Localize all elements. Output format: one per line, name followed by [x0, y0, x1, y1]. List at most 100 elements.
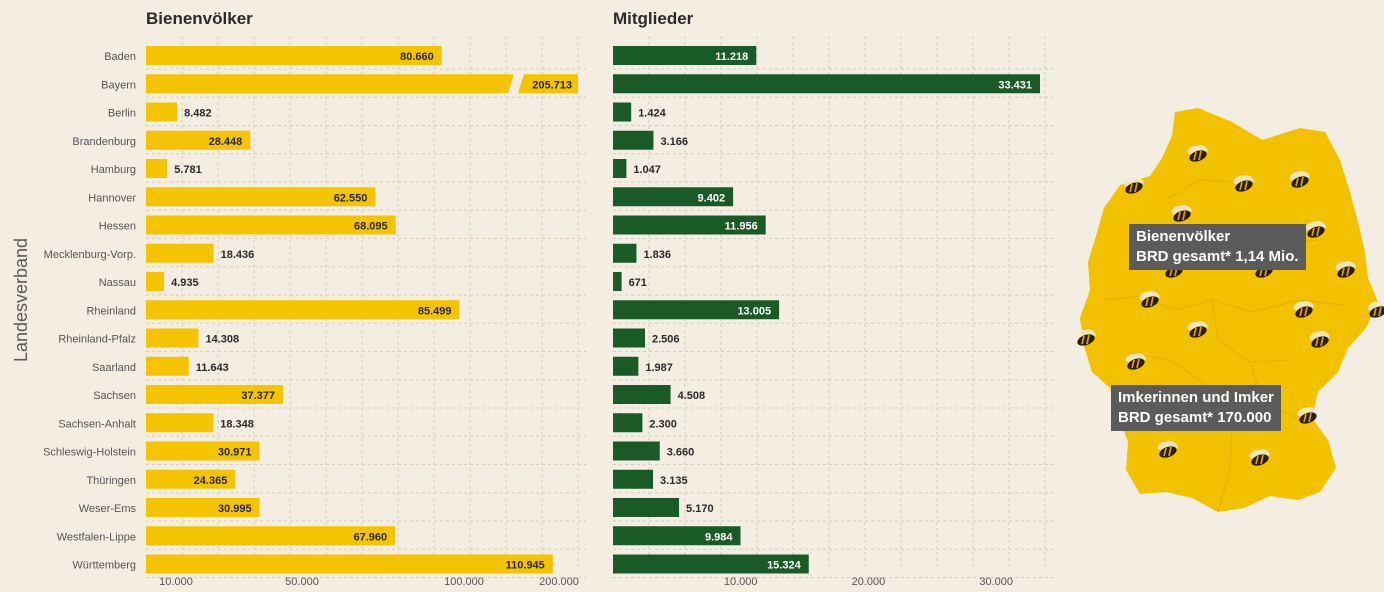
category-label: Thüringen	[86, 475, 136, 487]
bar	[146, 441, 260, 461]
data-label: 8.482	[184, 108, 212, 120]
bee-icon	[1367, 300, 1384, 318]
bar	[146, 159, 168, 178]
data-label: 1.987	[645, 362, 673, 374]
bee-stripe	[1134, 182, 1138, 193]
data-label: 3.166	[660, 136, 688, 148]
bee-icon	[1187, 320, 1208, 338]
bee-icon	[1171, 204, 1192, 222]
category-label: Saarland	[92, 362, 136, 374]
data-label: 3.660	[667, 447, 695, 459]
x-tick-label: 20.000	[852, 576, 886, 588]
bee-stripe	[1150, 296, 1154, 307]
bee-stripe	[1086, 334, 1090, 345]
bee-stripe	[1198, 326, 1202, 337]
data-label: 28.448	[209, 136, 243, 148]
germany-map	[1075, 108, 1384, 513]
data-label: 24.365	[194, 475, 228, 487]
bar	[613, 469, 654, 489]
category-label: Brandenburg	[72, 136, 136, 148]
bee-icon	[1309, 330, 1330, 348]
category-label: Weser-Ems	[79, 503, 137, 515]
bar	[146, 272, 165, 291]
data-label: 14.308	[205, 334, 239, 346]
bar	[146, 130, 251, 150]
data-label: 11.643	[196, 362, 229, 374]
bee-icon	[1125, 352, 1146, 370]
bee-stripe	[1346, 266, 1350, 277]
bee-icon	[1123, 176, 1144, 194]
bar	[613, 159, 627, 178]
bee-stripe	[1081, 335, 1085, 345]
data-label: 68.095	[354, 221, 388, 233]
category-label: Hessen	[99, 221, 136, 233]
bee-stripe	[1299, 307, 1303, 317]
bee-stripe	[1163, 447, 1167, 457]
bee-stripe	[1168, 446, 1172, 457]
bar	[146, 215, 396, 235]
data-label: 1.047	[633, 164, 661, 176]
chart-title: Bienenvölker	[146, 9, 253, 28]
bee-stripe	[1136, 358, 1140, 369]
bar	[146, 187, 376, 207]
category-label: Westfalen-Lippe	[57, 531, 136, 543]
bee-stripe	[1300, 176, 1304, 187]
bee-icon	[1157, 440, 1178, 458]
data-label: 9.984	[705, 531, 733, 543]
bee-stripe	[1145, 297, 1149, 307]
bee-icon	[1187, 144, 1208, 162]
bar	[613, 554, 809, 574]
data-label: 3.135	[660, 475, 688, 487]
bar	[146, 554, 553, 574]
category-label: Mecklenburg-Vorp.	[44, 249, 136, 261]
data-label: 4.935	[171, 277, 199, 289]
bee-stripe	[1320, 336, 1324, 347]
category-label: Hannover	[88, 192, 136, 204]
bar	[146, 243, 214, 263]
category-label: Nassau	[99, 277, 136, 289]
bee-stripe	[1244, 180, 1248, 191]
bar	[613, 187, 734, 207]
bar	[146, 385, 284, 404]
bee-stripe	[1304, 306, 1308, 317]
bar	[613, 385, 671, 404]
x-tick-label: 100.000	[444, 576, 484, 588]
data-label: 15.324	[767, 560, 802, 572]
data-label: 9.402	[698, 192, 726, 204]
bar	[613, 300, 780, 320]
data-label: 33.431	[998, 79, 1032, 91]
bar	[613, 243, 637, 263]
data-label: 11.218	[715, 51, 748, 63]
bee-stripe	[1308, 412, 1312, 423]
bar	[613, 130, 654, 150]
data-label: 67.960	[354, 531, 388, 543]
bee-icon	[1297, 406, 1318, 424]
bee-stripe	[1378, 306, 1382, 317]
bee-icon	[1075, 328, 1096, 346]
data-label: 5.170	[686, 503, 714, 515]
bar	[613, 413, 643, 433]
bee-icon	[1249, 448, 1270, 466]
bee-stripe	[1131, 359, 1135, 369]
category-label: Baden	[104, 51, 136, 63]
bee-stripe	[1260, 454, 1264, 465]
bar	[613, 441, 660, 461]
bar	[613, 526, 741, 546]
bar	[518, 74, 578, 94]
bar	[613, 102, 632, 122]
map-callout-beekeepers: Imkerinnen und Imker BRD gesamt* 170.000	[1111, 385, 1281, 431]
bee-stripe	[1182, 210, 1186, 221]
bee-icon	[1305, 220, 1326, 238]
category-label: Hamburg	[91, 164, 136, 176]
bee-stripe	[1311, 227, 1315, 237]
map-callout-bees-line1: Bienenvölker	[1136, 228, 1231, 245]
category-label: Rheinland	[86, 305, 136, 317]
map-callout-beekeepers-line1: Imkerinnen und Imker	[1118, 389, 1274, 406]
data-label: 2.506	[652, 334, 680, 346]
bar	[146, 498, 260, 517]
bee-stripe	[1255, 455, 1259, 465]
data-label: 18.348	[220, 418, 254, 430]
x-tick-label: 200.000	[539, 576, 579, 588]
bar	[613, 74, 1040, 94]
